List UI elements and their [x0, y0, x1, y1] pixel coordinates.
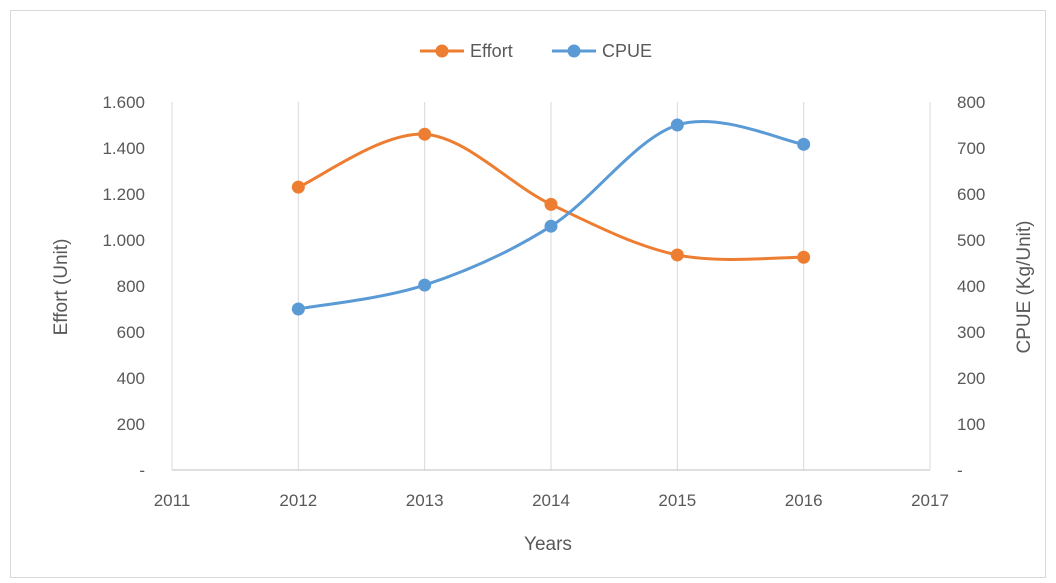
grid-lines	[171, 102, 931, 470]
y-right-tick-label: 300	[957, 323, 985, 342]
y-left-tick-label: 400	[117, 369, 145, 388]
y-right-tick-label: -	[957, 461, 963, 480]
axes: 2011 2012 2013 2014 2015 2016 2017-20040060080…	[102, 93, 985, 510]
legend-cpue-label: CPUE	[602, 41, 652, 61]
y-left-tick-label: 1.000	[102, 231, 145, 250]
effort-point	[797, 250, 811, 264]
legend-effort-label: Effort	[470, 41, 513, 61]
y-right-tick-label: 800	[957, 93, 985, 112]
y-right-tick-label: 400	[957, 277, 985, 296]
y-right-tick-label: 100	[957, 415, 985, 434]
x-tick-label: 2015	[658, 491, 696, 510]
y-left-tick-label: 1.600	[102, 93, 145, 112]
y-left-tick-label: 1.400	[102, 139, 145, 158]
cpue-point	[418, 278, 432, 292]
x-tick-label: 2014	[532, 491, 570, 510]
legend-cpue-swatch-marker	[567, 44, 581, 58]
y-axis-right-title: CPUE (Kg/Unit)	[1014, 220, 1035, 353]
x-tick-label: 2013	[406, 491, 444, 510]
y-left-tick-label: 1.200	[102, 185, 145, 204]
series-lines	[291, 118, 811, 316]
y-left-tick-label: 800	[117, 277, 145, 296]
y-left-tick-label: 600	[117, 323, 145, 342]
legend-effort-swatch-marker	[435, 44, 449, 58]
cpue-point	[544, 219, 558, 233]
y-left-tick-label: -	[139, 461, 145, 480]
y-left-tick-label: 200	[117, 415, 145, 434]
effort-point	[291, 180, 305, 194]
y-right-tick-label: 200	[957, 369, 985, 388]
cpue-point	[670, 118, 684, 132]
x-axis-title: Years	[524, 534, 572, 555]
legend: Effort CPUE	[420, 41, 652, 61]
x-tick-label: 2016	[785, 491, 823, 510]
cpue-point	[291, 302, 305, 316]
effort-point	[670, 248, 684, 262]
chart-frame	[10, 10, 1046, 578]
y-axis-left-title: Effort (Unit)	[51, 239, 72, 336]
effort-point	[544, 197, 558, 211]
x-tick-label: 2012	[279, 491, 317, 510]
x-tick-label: 2011	[154, 491, 191, 510]
y-right-tick-label: 500	[957, 231, 985, 250]
cpue-point	[797, 137, 811, 151]
effort-point	[418, 127, 432, 141]
y-right-tick-label: 600	[957, 185, 985, 204]
x-tick-label: 2017	[911, 491, 949, 510]
y-right-tick-label: 700	[957, 139, 985, 158]
